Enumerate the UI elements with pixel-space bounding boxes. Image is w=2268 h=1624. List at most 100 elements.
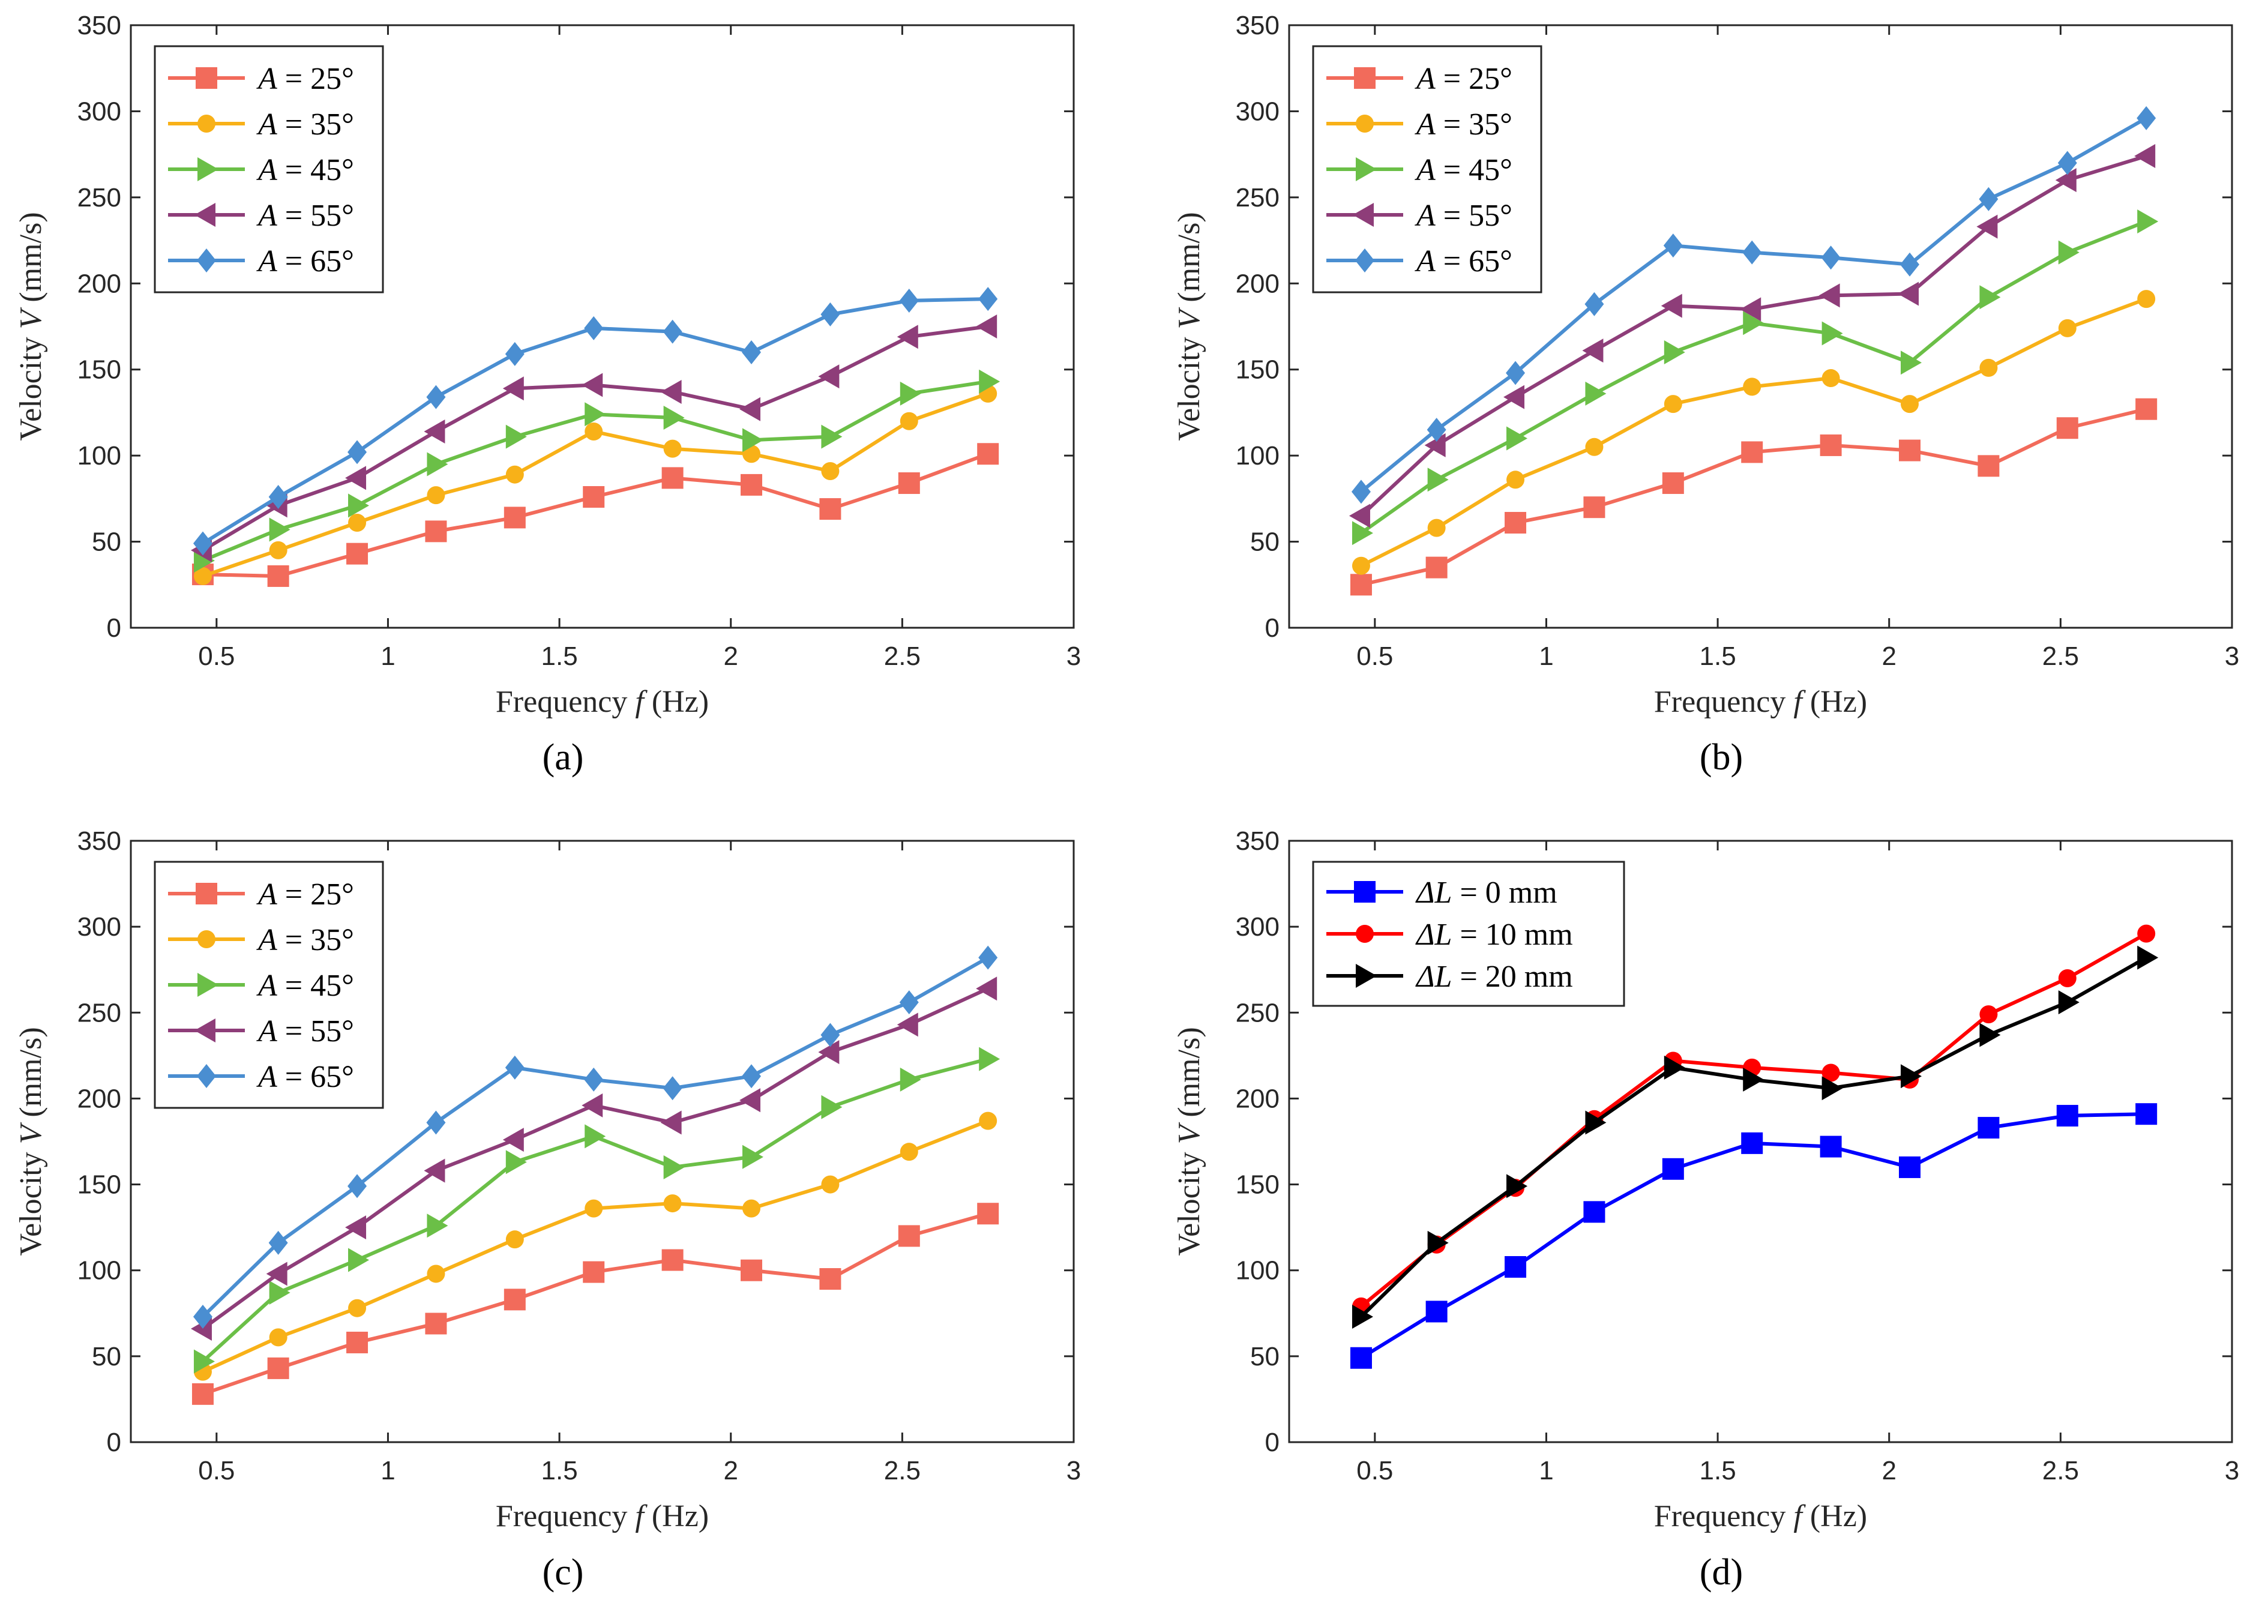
series-4: [1349, 144, 2156, 528]
data-point: [2137, 945, 2159, 970]
data-point: [2057, 151, 2077, 175]
data-point: [1820, 434, 1842, 456]
chart-panel-d: 0 50 100 150 200 250 300 350 0.5 1 1.5 2 2.5 3 Frequen…: [1172, 826, 2239, 1593]
data-point: [426, 1110, 446, 1135]
data-point: [267, 1357, 289, 1379]
legend: ΔL = 0 mm ΔL = 10 mm ΔL = 20 mm: [1312, 861, 1625, 1007]
data-point: [1506, 471, 1525, 489]
data-point: [742, 428, 764, 453]
data-point: [1818, 283, 1840, 308]
data-point: [505, 1230, 524, 1249]
data-point: [1979, 358, 1998, 377]
legend-label: A = 35°: [256, 923, 354, 957]
legend-marker: [197, 973, 218, 997]
panel-label: (a): [543, 737, 584, 778]
y-tick-label: 50: [1250, 528, 1280, 557]
data-point: [193, 567, 212, 585]
legend-marker: [197, 1064, 216, 1088]
data-point: [1427, 1230, 1449, 1255]
x-axis-title: Frequency f (Hz): [1654, 685, 1867, 719]
y-tick-label: 0: [1265, 613, 1280, 643]
data-point: [1741, 1132, 1763, 1154]
data-point: [976, 314, 997, 338]
data-point: [584, 1067, 604, 1092]
series-2: [193, 1111, 997, 1381]
x-tick-label: 1.5: [1700, 642, 1736, 671]
data-point: [898, 472, 920, 495]
y-tick-label: 300: [1236, 97, 1280, 126]
y-tick-label: 250: [1236, 183, 1280, 212]
x-tick-label: 3: [1066, 642, 1081, 671]
data-point: [1350, 574, 1372, 596]
y-tick-label: 350: [77, 11, 121, 40]
data-point: [1976, 214, 1998, 239]
series-1: [1350, 1103, 2158, 1369]
data-point: [426, 385, 446, 409]
data-point: [1351, 480, 1371, 504]
data-point: [1427, 519, 1446, 537]
data-point: [1583, 1201, 1605, 1223]
legend-marker: [1356, 925, 1374, 943]
data-point: [427, 1213, 448, 1238]
legend-marker: [1353, 203, 1374, 227]
data-point: [2055, 168, 2077, 193]
data-point: [1425, 556, 1448, 579]
series-2: [1352, 290, 2156, 575]
data-point: [347, 1174, 367, 1198]
data-point: [1585, 438, 1604, 456]
series-5: [1351, 106, 2156, 504]
data-point: [505, 424, 527, 449]
data-point: [821, 424, 843, 449]
legend-label: A = 25°: [256, 877, 354, 912]
x-tick-label: 1: [1539, 642, 1553, 671]
data-point: [1352, 556, 1370, 575]
data-point: [897, 325, 918, 349]
data-point: [582, 373, 603, 397]
data-point: [2058, 319, 2077, 337]
data-point: [663, 439, 682, 458]
data-point: [424, 1158, 445, 1183]
data-point: [505, 1055, 525, 1080]
data-point: [1820, 1135, 1842, 1158]
data-point: [821, 462, 840, 480]
x-tick-label: 2: [723, 1456, 738, 1485]
data-point: [505, 1150, 527, 1174]
y-tick-label: 250: [1236, 998, 1280, 1027]
data-point: [348, 1248, 370, 1272]
legend-label: A = 65°: [256, 244, 354, 278]
data-point: [1901, 1064, 1922, 1089]
data-point: [2135, 1103, 2158, 1125]
legend-marker: [1354, 67, 1376, 89]
data-point: [663, 1155, 685, 1179]
data-point: [269, 517, 290, 542]
data-point: [979, 369, 1000, 394]
data-point: [348, 493, 370, 518]
y-tick-label: 200: [77, 1084, 121, 1113]
data-point: [502, 1128, 524, 1152]
data-point: [1821, 245, 1841, 270]
series-4: [190, 314, 997, 562]
data-point: [1505, 512, 1527, 534]
data-point: [1978, 1117, 2000, 1139]
data-point: [2058, 969, 2077, 988]
data-point: [427, 452, 448, 477]
data-point: [739, 1088, 761, 1113]
data-point: [585, 1124, 606, 1149]
y-tick-label: 200: [77, 269, 121, 298]
panel-label: (c): [543, 1552, 584, 1593]
data-point: [1978, 455, 2000, 477]
data-point: [2058, 990, 2080, 1015]
data-point: [977, 1203, 999, 1225]
x-tick-label: 2: [1881, 1456, 1896, 1485]
x-axis-title: Frequency f (Hz): [1654, 1499, 1867, 1533]
data-point: [505, 465, 524, 484]
series-5: [193, 287, 998, 556]
series-4: [190, 976, 997, 1341]
panel-label: (b): [1700, 737, 1743, 778]
panel-label: (d): [1700, 1552, 1743, 1593]
data-point: [978, 945, 998, 970]
data-point: [1506, 1174, 1528, 1198]
series-3: [193, 1047, 1000, 1374]
series-3: [1352, 945, 2159, 1329]
data-point: [504, 1289, 526, 1311]
